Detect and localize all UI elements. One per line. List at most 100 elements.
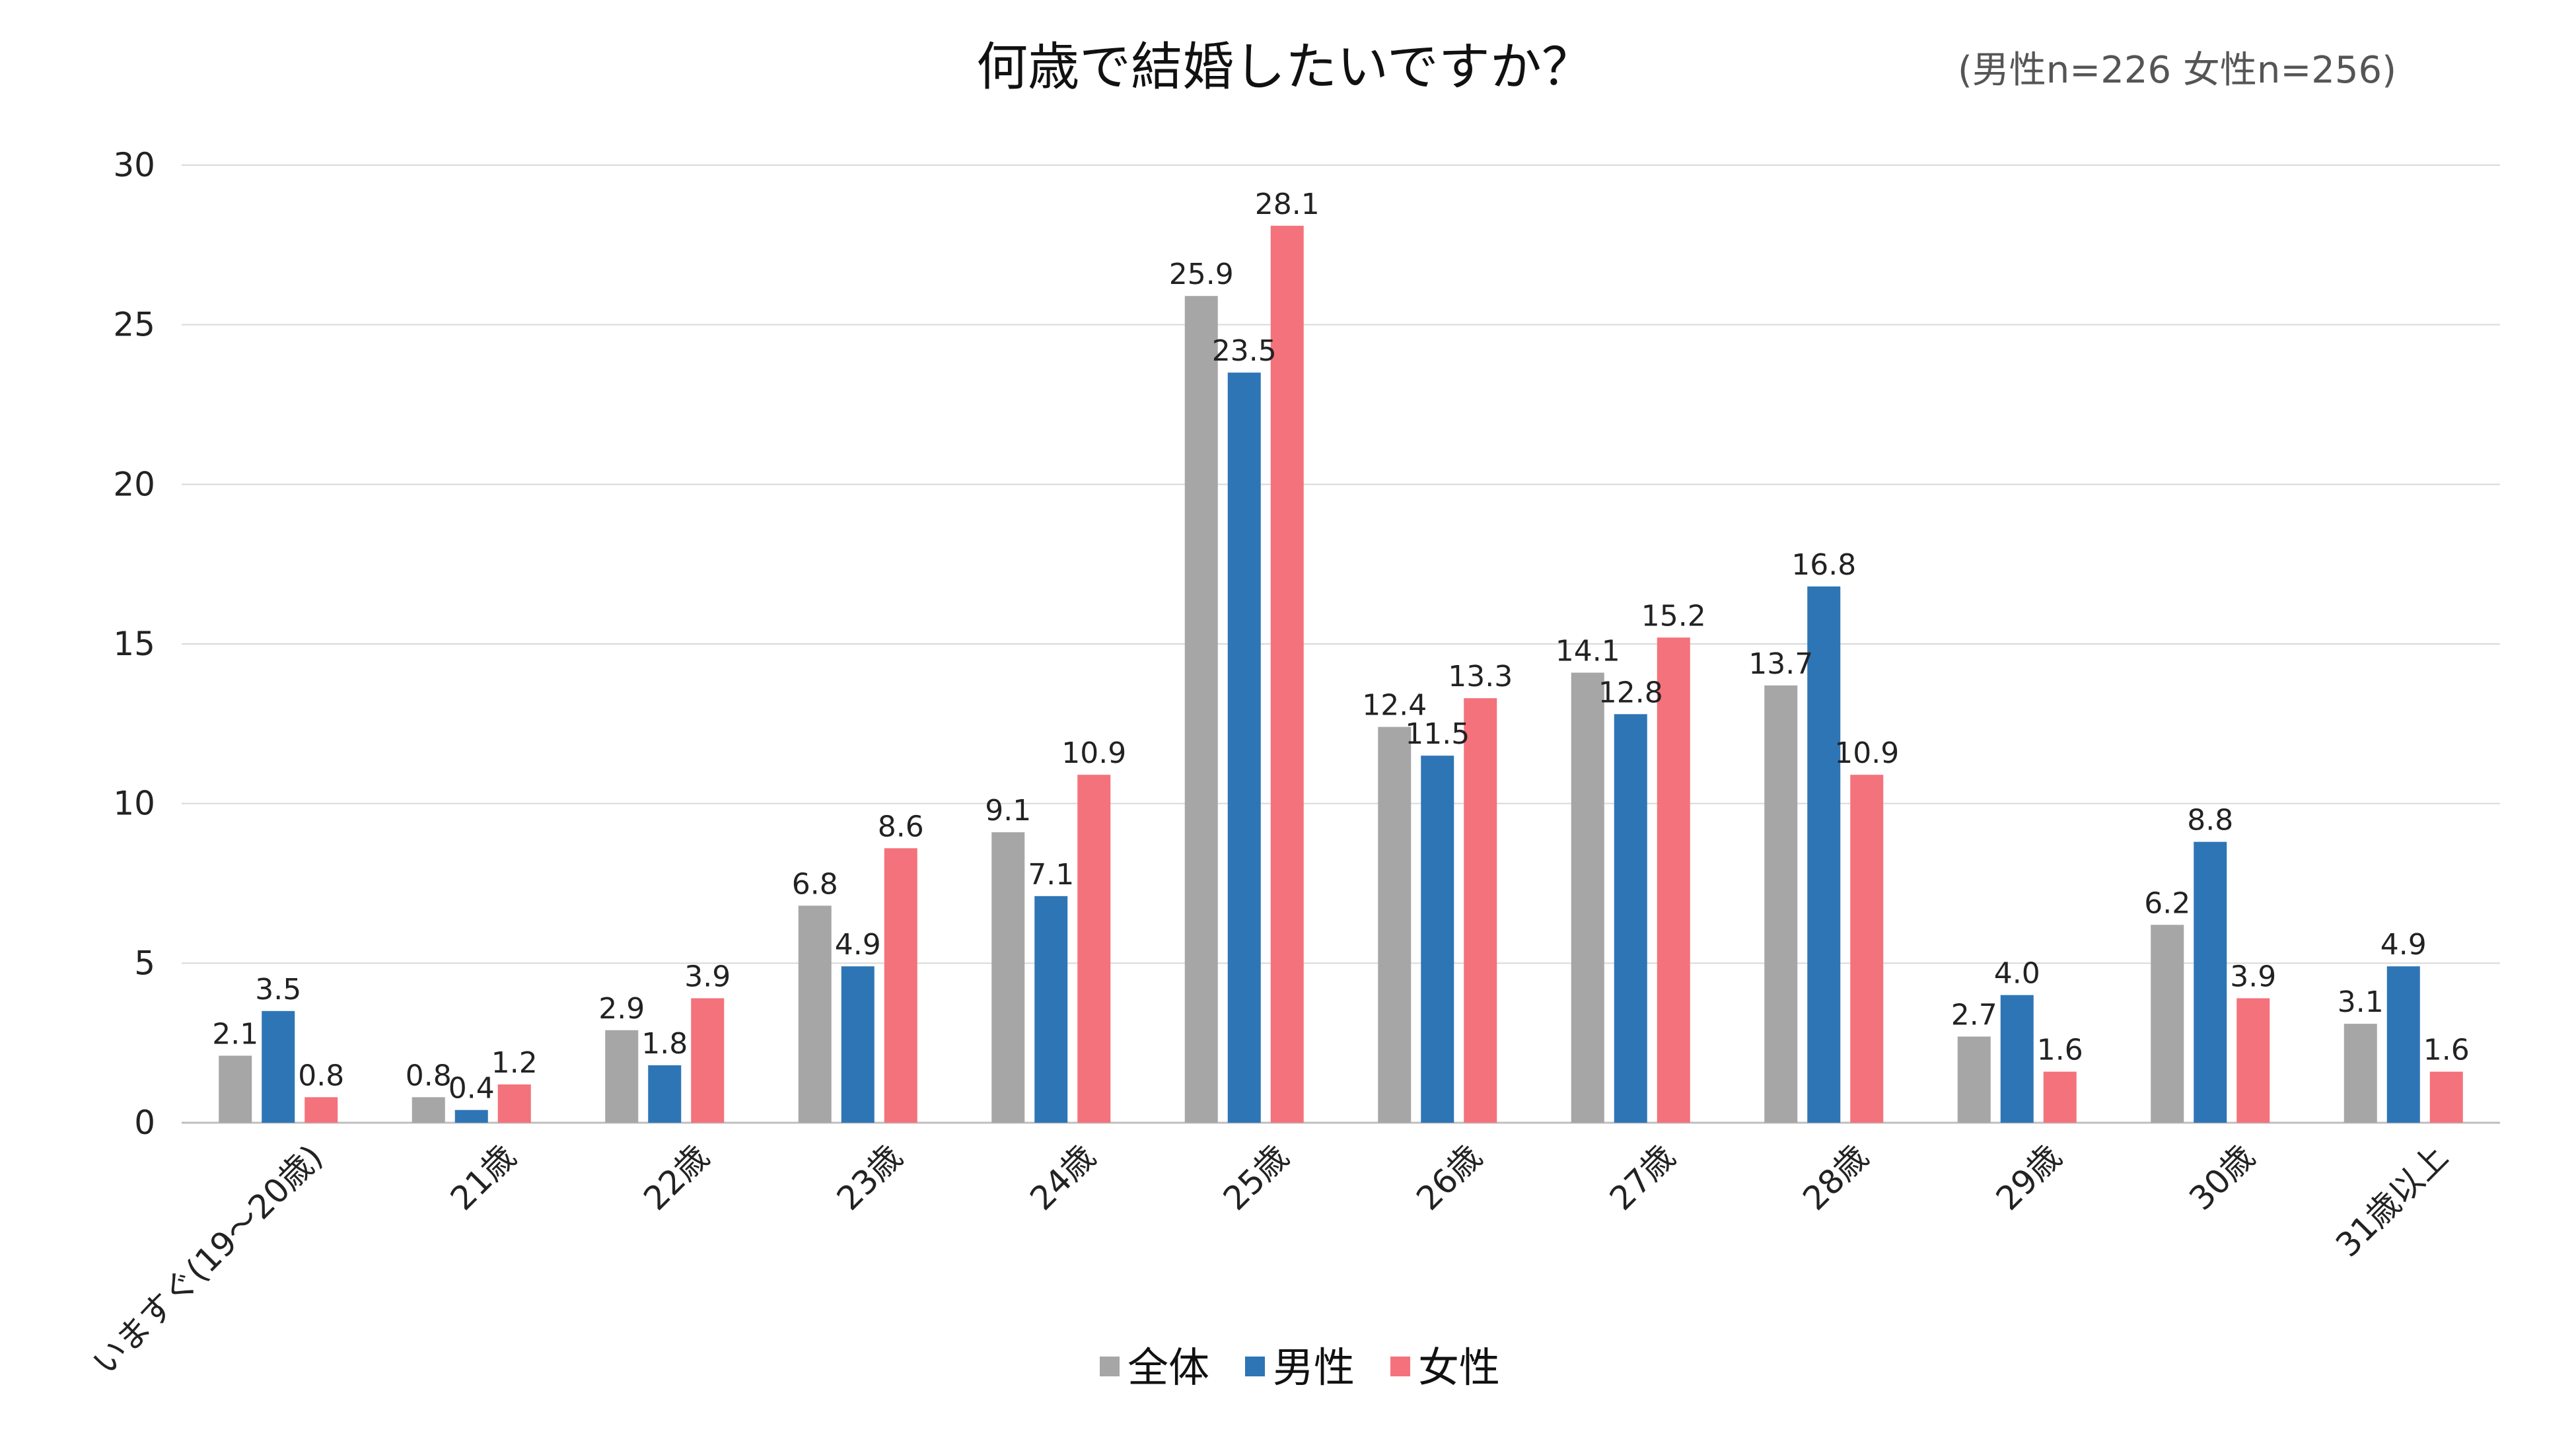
data-label: 23.5 xyxy=(1212,334,1277,368)
data-label: 4.9 xyxy=(835,928,881,962)
chart-title: 何歳で結婚したいですか？ xyxy=(976,38,1593,97)
data-label: 0.8 xyxy=(298,1059,344,1092)
data-label: 8.6 xyxy=(878,810,924,843)
legend: 全体 男性 女性 xyxy=(1100,1343,1500,1392)
x-tick-label: いますぐ(19～20歳) xyxy=(85,1137,330,1382)
bar-女性-25歳 xyxy=(1270,225,1304,1123)
data-label: 8.8 xyxy=(2187,804,2233,837)
gridlines xyxy=(182,164,2500,1124)
legend-swatch xyxy=(1390,1357,1410,1376)
data-label: 1.6 xyxy=(2037,1034,2083,1067)
data-label: 3.9 xyxy=(2230,960,2276,994)
x-tick-label: 24歳 xyxy=(1022,1137,1102,1217)
x-axis: いますぐ(19～20歳) 21歳 22歳 23歳 24歳 25歳 26歳 27歳 28歳 29歳 3… xyxy=(85,1137,2455,1382)
bar-女性-28歳 xyxy=(1850,775,1884,1123)
data-label: 2.7 xyxy=(1951,999,1997,1032)
data-label: 2.1 xyxy=(212,1018,258,1051)
legend-label: 全体 xyxy=(1127,1343,1209,1392)
y-tick-label: 20 xyxy=(113,465,155,503)
bar-全体-22歳 xyxy=(605,1030,639,1123)
bar-全体-29歳 xyxy=(1957,1036,1991,1123)
bar-女性-いますぐ(19～20歳) xyxy=(304,1097,338,1123)
bar-全体-27歳 xyxy=(1571,672,1604,1123)
bars xyxy=(219,225,2463,1123)
x-tick-label: 31歳以上 xyxy=(2328,1137,2455,1264)
bar-全体-21歳 xyxy=(411,1097,445,1123)
data-label: 3.1 xyxy=(2338,985,2384,1019)
bar-女性-29歳 xyxy=(2043,1071,2077,1123)
bar-男性-24歳 xyxy=(1034,896,1068,1123)
data-label: 4.9 xyxy=(2380,928,2427,962)
x-tick-label: 21歳 xyxy=(443,1137,523,1217)
y-tick-label: 10 xyxy=(113,785,155,823)
x-tick-label: 26歳 xyxy=(1409,1137,1489,1217)
data-label: 4.0 xyxy=(1994,957,2040,991)
legend-label: 男性 xyxy=(1273,1343,1355,1392)
legend-swatch xyxy=(1245,1357,1265,1376)
data-label: 28.1 xyxy=(1255,188,1320,221)
data-label: 25.9 xyxy=(1169,258,1234,291)
bar-全体-23歳 xyxy=(798,905,832,1123)
legend-label: 女性 xyxy=(1418,1343,1500,1392)
bar-男性-22歳 xyxy=(648,1065,682,1123)
chart-subtitle: (男性n=226 女性n=256) xyxy=(1958,49,2396,92)
data-label: 15.2 xyxy=(1641,599,1706,633)
bar-女性-30歳 xyxy=(2236,998,2270,1123)
bar-男性-23歳 xyxy=(841,966,875,1123)
data-label: 13.3 xyxy=(1448,660,1513,693)
y-tick-label: 30 xyxy=(113,146,155,184)
data-label: 10.9 xyxy=(1061,736,1126,770)
data-label: 6.8 xyxy=(792,867,838,901)
bar-全体-28歳 xyxy=(1764,685,1798,1123)
x-tick-label: 28歳 xyxy=(1795,1137,1875,1217)
x-tick-label: 30歳 xyxy=(2182,1137,2262,1217)
x-tick-label: 25歳 xyxy=(1216,1137,1296,1217)
bar-男性-31歳以上 xyxy=(2386,966,2420,1123)
y-tick-label: 25 xyxy=(113,306,155,344)
data-label: 13.7 xyxy=(1748,647,1813,681)
data-label: 11.5 xyxy=(1405,717,1470,751)
bar-全体-いますぐ(19～20歳) xyxy=(219,1055,252,1123)
data-label: 1.2 xyxy=(491,1046,538,1080)
data-label: 10.9 xyxy=(1834,736,1899,770)
bar-男性-26歳 xyxy=(1421,756,1454,1123)
bar-男性-いますぐ(19～20歳) xyxy=(262,1010,295,1123)
bar-全体-30歳 xyxy=(2151,925,2184,1123)
data-label: 14.1 xyxy=(1556,635,1620,668)
data-label: 2.9 xyxy=(598,992,645,1026)
y-tick-label: 5 xyxy=(134,944,155,982)
bar-女性-23歳 xyxy=(884,848,917,1123)
bar-男性-29歳 xyxy=(2000,995,2034,1123)
bar-全体-24歳 xyxy=(991,832,1025,1123)
data-label: 12.8 xyxy=(1598,676,1663,709)
data-label: 0.8 xyxy=(406,1059,452,1092)
bar-全体-31歳以上 xyxy=(2343,1024,2377,1123)
bar-全体-25歳 xyxy=(1184,296,1218,1123)
data-label: 16.8 xyxy=(1791,548,1856,582)
x-tick-label: 22歳 xyxy=(636,1137,716,1217)
x-tick-label: 23歳 xyxy=(830,1137,910,1217)
bar-女性-21歳 xyxy=(497,1084,531,1123)
bar-女性-22歳 xyxy=(691,998,725,1123)
data-label: 0.4 xyxy=(448,1072,495,1106)
bar-女性-27歳 xyxy=(1657,637,1690,1123)
bar-男性-25歳 xyxy=(1227,372,1261,1123)
x-tick-label: 29歳 xyxy=(1989,1137,2069,1217)
y-axis: 0 5 10 15 20 25 30 xyxy=(113,146,155,1142)
bar-女性-24歳 xyxy=(1077,775,1111,1123)
bar-女性-26歳 xyxy=(1464,698,1497,1123)
y-tick-label: 0 xyxy=(134,1104,155,1142)
bar-男性-28歳 xyxy=(1807,586,1841,1123)
bar-男性-30歳 xyxy=(2194,841,2227,1123)
data-labels: 2.13.50.8 0.80.41.22.91.83.96.84.98.6 9.17… xyxy=(212,188,2469,1106)
y-tick-label: 15 xyxy=(113,625,155,663)
bar-男性-21歳 xyxy=(454,1110,488,1123)
data-label: 3.5 xyxy=(255,973,301,1007)
data-label: 1.6 xyxy=(2423,1034,2470,1067)
x-tick-label: 27歳 xyxy=(1602,1137,1682,1217)
data-label: 3.9 xyxy=(684,960,731,994)
data-label: 7.1 xyxy=(1028,858,1074,892)
data-label: 1.8 xyxy=(641,1027,688,1061)
